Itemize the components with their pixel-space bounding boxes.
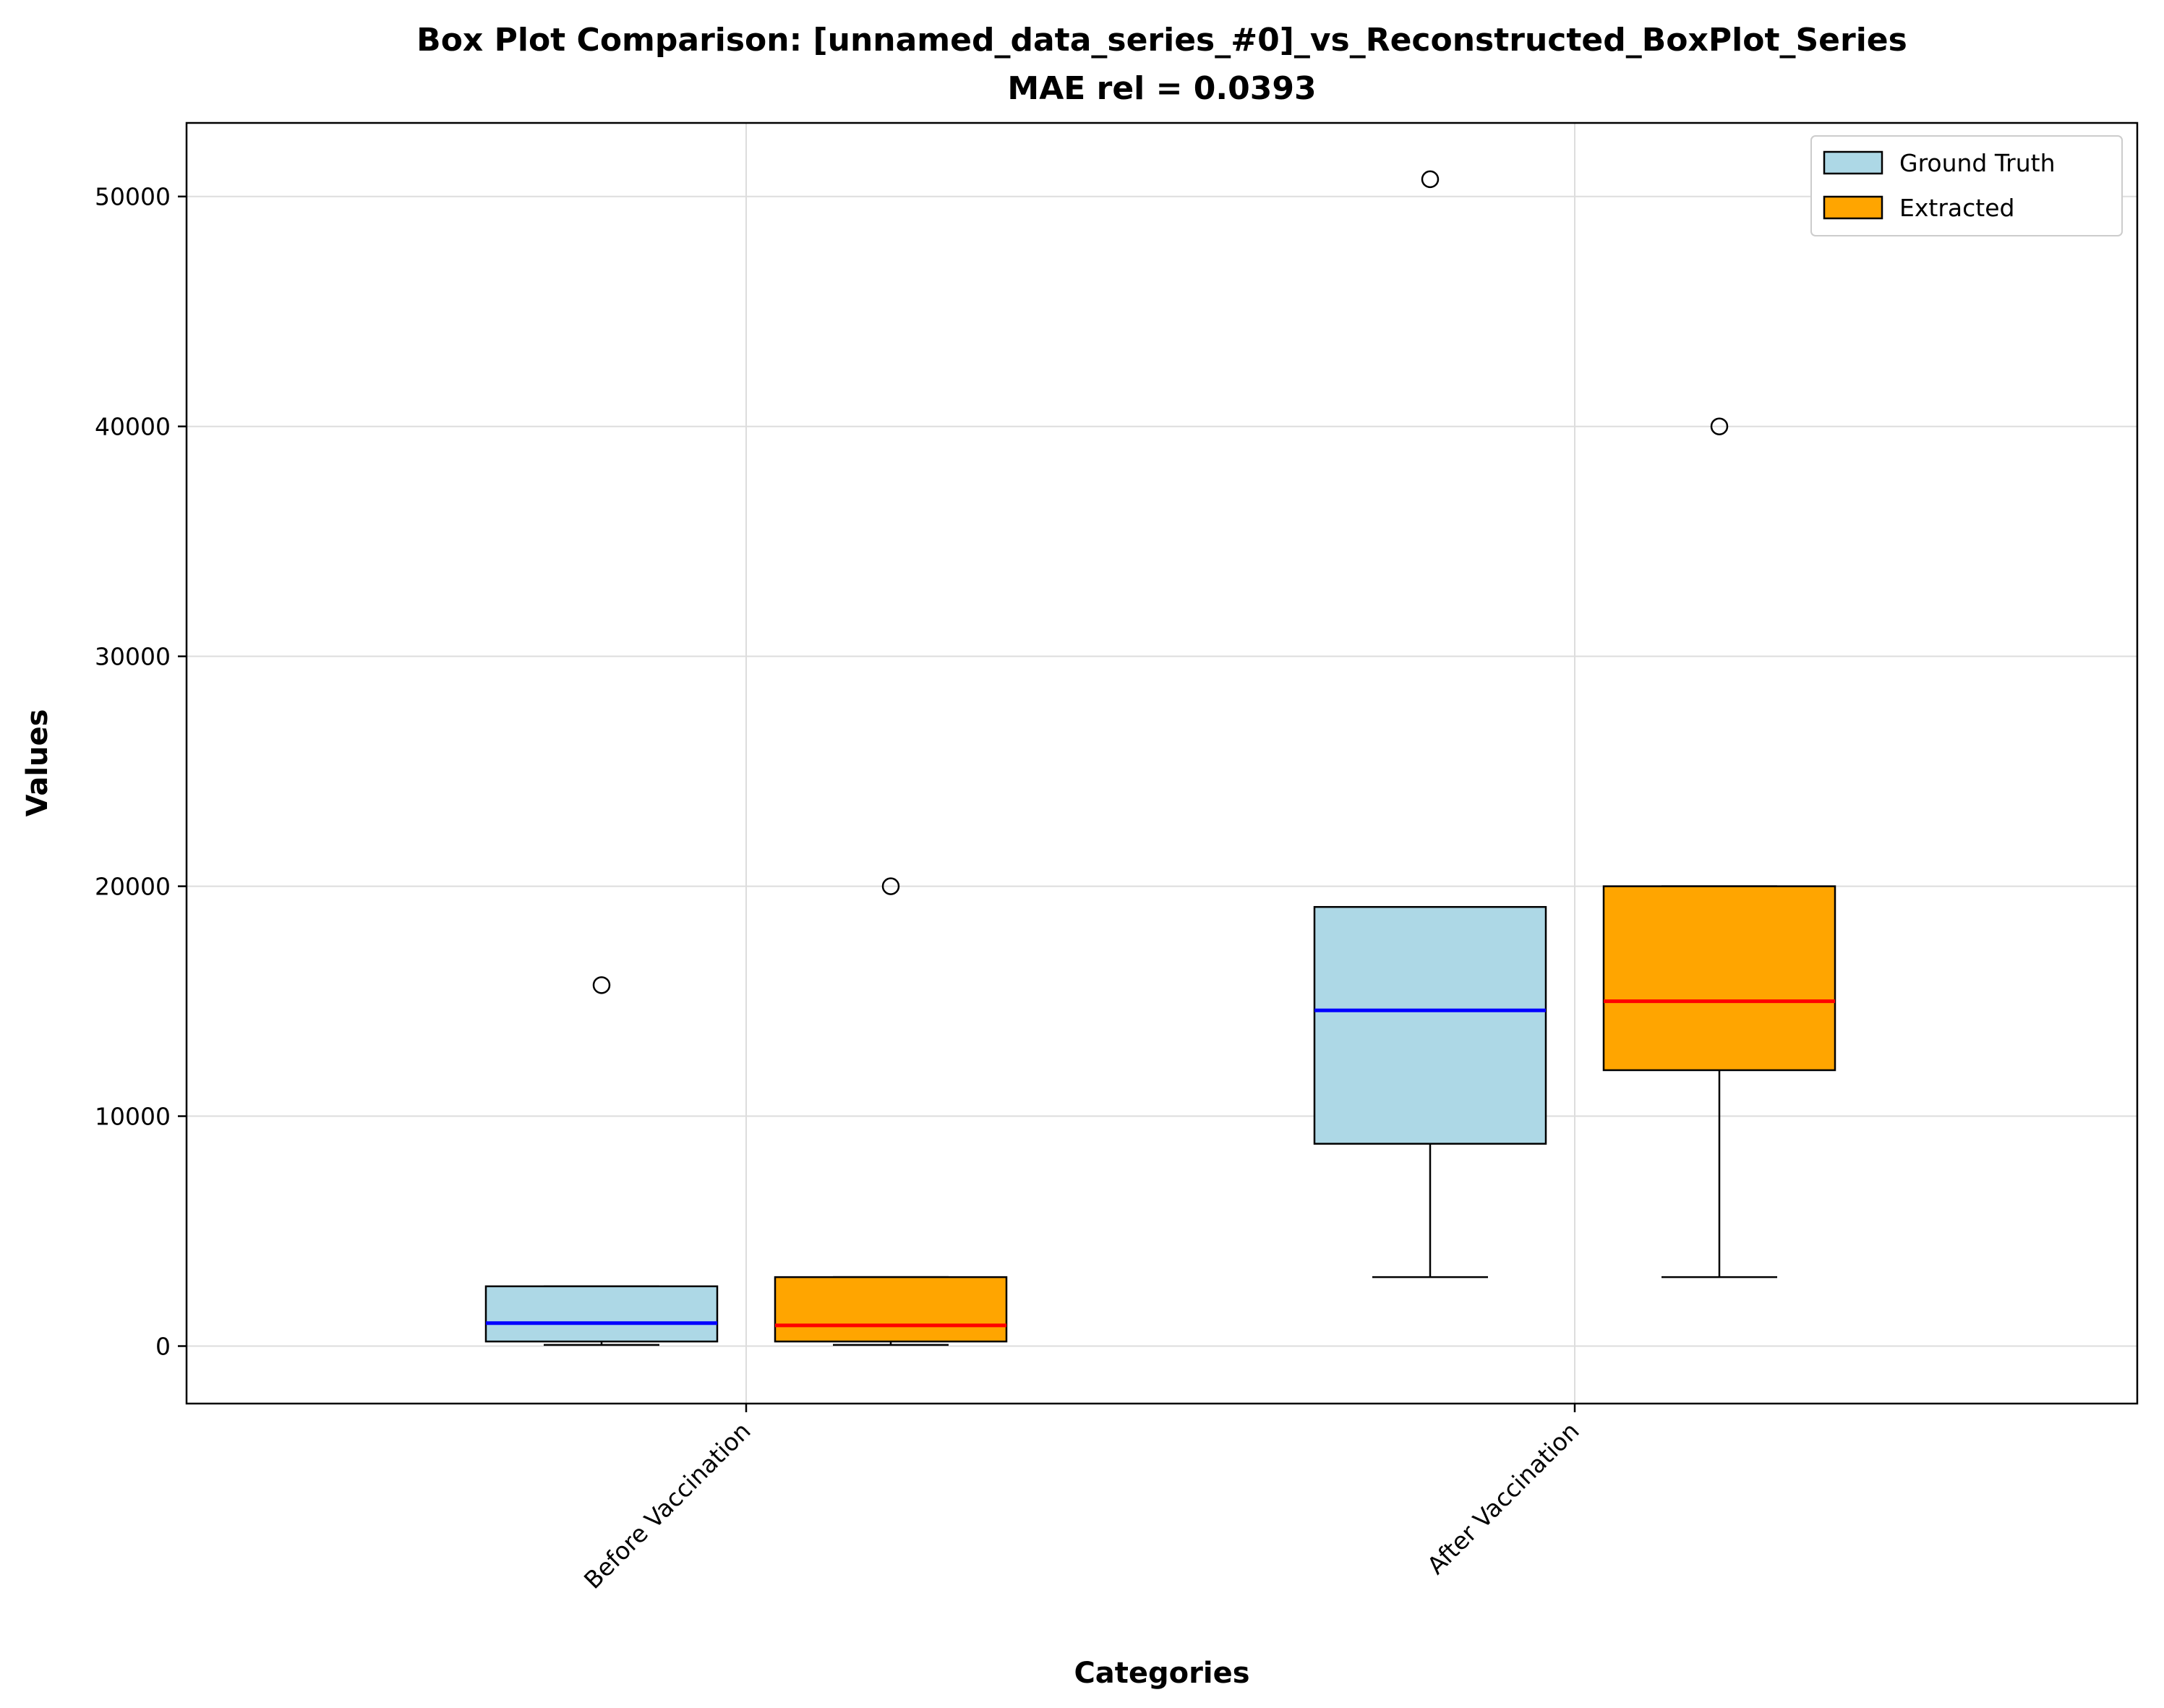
box-body [484,1285,719,1343]
chart-title-line1: Box Plot Comparison: [unnamed_data_serie… [416,22,1907,59]
legend-swatch [1823,150,1883,175]
y-tick-label: 10000 [95,1103,171,1131]
legend-frame [1810,135,2123,236]
grid-lines [187,123,2137,1404]
legend: Ground Truth Extracted [1810,135,2123,236]
box-body [1602,885,1836,1072]
plot-frame [185,121,2139,1405]
outlier-point [1421,170,1440,189]
y-axis-label: Values [21,709,54,817]
y-tick-label: 20000 [95,873,171,901]
y-tick-label: 40000 [95,413,171,441]
box-ground-truth [484,976,719,1346]
y-tick-label: 50000 [95,183,171,211]
outlier-point [881,877,900,895]
box-body [1313,905,1547,1145]
legend-label: Ground Truth [1899,149,2056,177]
box-extracted [774,877,1008,1346]
box-body [774,1276,1008,1343]
chart-title-line2: MAE rel = 0.0393 [1007,70,1316,107]
y-tick-label: 0 [155,1333,171,1361]
plot-area [484,170,1836,1346]
y-axis: 0 10000 20000 30000 40000 50000 [95,183,187,1361]
outlier-point [1710,417,1729,435]
outlier-point [592,976,611,994]
y-tick-label: 30000 [95,643,171,671]
legend-label: Extracted [1899,194,2014,222]
legend-swatch [1823,195,1883,220]
box-ground-truth [1313,170,1547,1278]
box-extracted [1602,417,1836,1278]
x-axis-label: Categories [1074,1657,1249,1690]
